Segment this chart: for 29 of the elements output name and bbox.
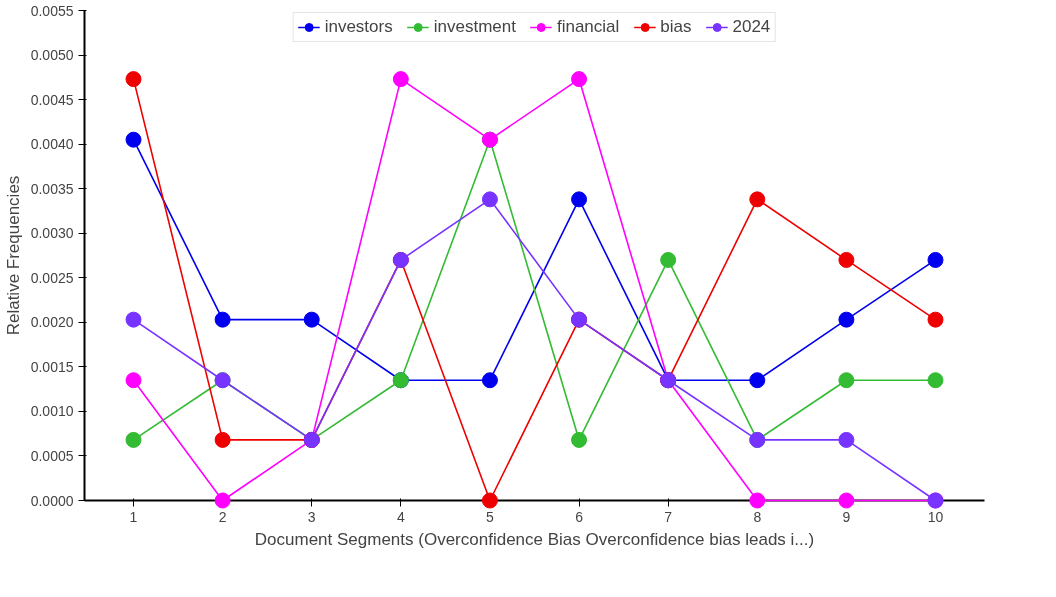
legend-label: financial: [556, 17, 620, 37]
y-tick-label: 0.0035: [30, 180, 74, 197]
y-tick-label: 0.0055: [30, 2, 74, 19]
x-tick-label: 8: [753, 508, 762, 525]
y-tick-label: 0.0005: [30, 447, 74, 464]
y-tick-label: 0.0015: [30, 358, 74, 375]
y-tick-label: 0.0020: [30, 314, 74, 331]
x-tick-label: 1: [129, 508, 138, 525]
y-tick-label: 0.0050: [30, 47, 74, 64]
legend-label: investors: [324, 17, 393, 37]
x-tick-label: 6: [575, 508, 584, 525]
x-tick-label: 4: [396, 508, 405, 525]
x-tick-label: 7: [664, 508, 673, 525]
y-tick-label: 0.0010: [30, 403, 74, 420]
y-tick-label: 0.0030: [30, 225, 74, 242]
x-tick-label: 5: [486, 508, 495, 525]
legend-label: 2024: [732, 17, 771, 37]
x-tick-label: 9: [842, 508, 851, 525]
y-tick-label: 0.0040: [30, 136, 74, 153]
x-tick-label: 2: [218, 508, 227, 525]
x-tick-label: 3: [307, 508, 316, 525]
x-axis-title: Document Segments (Overconfidence Bias Overconfidence bias leads i...): [254, 529, 815, 549]
legend-label: bias: [660, 17, 692, 37]
y-tick-label: 0.0000: [30, 492, 74, 509]
legend-label: investment: [433, 17, 516, 37]
x-tick-label: 10: [927, 508, 944, 525]
y-tick-label: 0.0045: [30, 91, 74, 108]
y-tick-label: 0.0025: [30, 269, 74, 286]
y-axis-title: Relative Frequencies: [3, 175, 23, 336]
